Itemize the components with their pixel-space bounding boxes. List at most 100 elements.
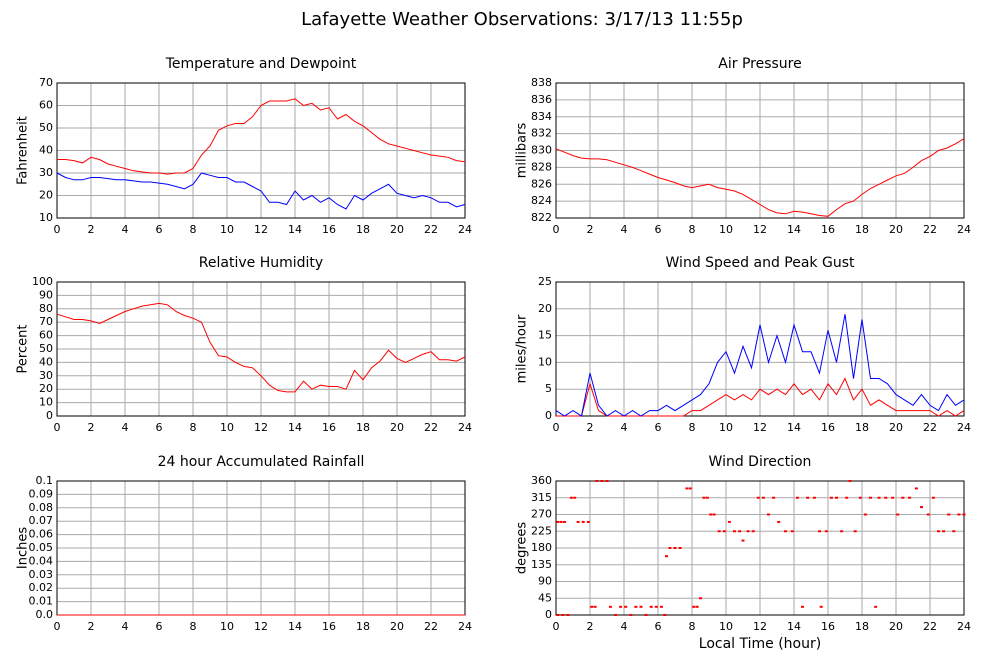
y-tick-label: 832 [531,127,552,140]
y-tick-label: 60 [39,329,53,342]
x-tick-label: 22 [923,421,937,434]
x-tick-label: 8 [190,620,197,633]
y-tick-label: 20 [39,382,53,395]
data-point [746,530,750,533]
data-point [777,520,781,523]
data-point [784,530,787,533]
data-point [573,496,577,499]
y-tick-label: 0.09 [29,487,54,500]
data-point [688,487,692,490]
data-point [756,496,760,499]
x-tick-label: 0 [553,421,560,434]
x-tick-label: 14 [787,620,801,633]
data-point [901,496,905,499]
data-point [717,530,721,533]
y-tick-label: 10 [39,396,53,409]
y-tick-label: 25 [538,275,552,288]
x-tick-label: 8 [689,223,696,236]
data-line [555,314,965,417]
x-tick-label: 2 [587,223,594,236]
x-tick-label: 12 [254,421,268,434]
x-tick-label: 14 [288,620,302,633]
chart-title: Air Pressure [718,56,801,72]
data-point [790,530,794,533]
data-point [654,605,658,608]
x-tick-label: 0 [553,223,560,236]
y-tick-label: 0.03 [29,568,54,581]
plot-frame [555,82,965,219]
data-point [845,496,849,499]
y-axis-label: Percent [16,325,31,374]
y-tick-label: 40 [39,355,53,368]
y-tick-label: 836 [531,93,552,106]
y-axis-label: degrees [515,522,530,575]
x-tick-label: 8 [190,421,197,434]
data-point [957,513,961,516]
x-tick-label: 10 [220,421,234,434]
x-tick-label: 16 [821,421,835,434]
y-tick-label: 0 [545,608,552,621]
data-point [908,496,912,499]
y-tick-label: 30 [39,369,53,382]
data-point [685,487,689,490]
x-tick-label: 10 [719,620,733,633]
x-tick-label: 24 [458,223,472,236]
y-tick-label: 20 [39,189,53,202]
data-point [692,605,696,608]
data-point [824,530,828,533]
y-tick-label: 90 [39,288,53,301]
x-tick-label: 18 [855,421,869,434]
x-tick-label: 20 [889,620,903,633]
x-tick-label: 14 [288,421,302,434]
x-tick-label: 4 [122,620,129,633]
x-tick-label: 24 [957,223,971,236]
y-tick-label: 100 [32,275,53,288]
data-point [761,496,765,499]
x-tick-label: 0 [54,620,61,633]
y-tick-label: 90 [538,575,552,588]
y-tick-label: 0.0 [36,608,54,621]
data-point [576,520,580,523]
plot-frame [555,480,965,616]
x-tick-label: 12 [753,421,767,434]
y-tick-label: 830 [531,144,552,157]
y-tick-label: 5 [545,382,552,395]
x-tick-label: 0 [54,223,61,236]
chart-title: Temperature and Dewpoint [165,56,357,72]
x-tick-label: 24 [957,421,971,434]
data-point [795,496,799,499]
y-tick-label: 0.04 [29,554,54,567]
x-tick-label: 6 [655,421,662,434]
data-point [914,487,918,490]
x-tick-label: 18 [356,421,370,434]
x-tick-label: 4 [621,223,628,236]
data-point [563,520,566,523]
y-tick-label: 826 [531,177,552,190]
data-point [673,547,677,549]
x-tick-label: 14 [787,223,801,236]
y-tick-label: 0 [545,409,552,422]
x-tick-label: 14 [288,223,302,236]
x-tick-label: 24 [957,620,971,633]
data-point [722,530,726,533]
x-tick-label: 18 [855,620,869,633]
data-point [741,539,745,542]
data-point [695,605,699,608]
plot-frame [56,281,466,417]
y-tick-label: 225 [531,524,552,537]
data-point [559,520,563,523]
y-tick-label: 0.06 [29,528,54,541]
x-tick-label: 24 [458,620,472,633]
x-tick-label: 20 [390,223,404,236]
x-tick-label: 22 [923,223,937,236]
data-line [56,302,466,393]
data-point [884,496,888,499]
data-point [556,520,560,523]
data-point [853,530,857,533]
x-tick-label: 2 [587,620,594,633]
data-line [57,98,466,175]
data-point [593,605,597,608]
data-point [896,513,900,516]
data-point [699,597,702,600]
